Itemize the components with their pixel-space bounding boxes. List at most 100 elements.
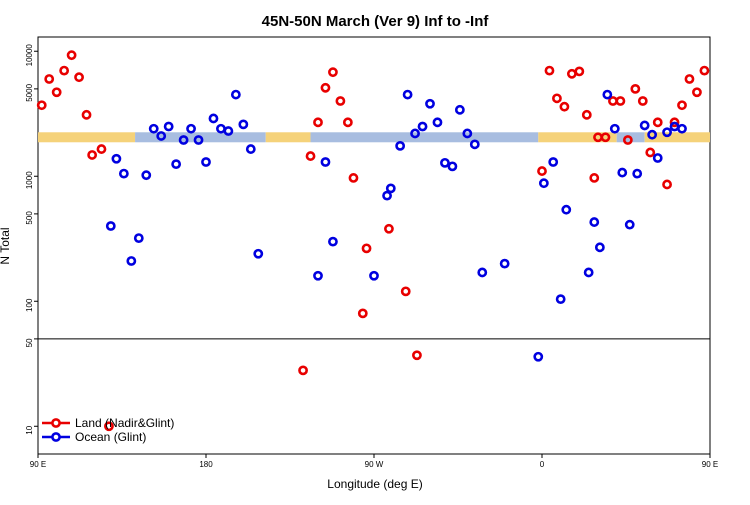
data-point bbox=[647, 129, 658, 140]
x-tick-label: 90 E bbox=[30, 460, 46, 469]
data-point bbox=[342, 117, 353, 128]
data-point bbox=[361, 243, 372, 254]
x-tick-label: 180 bbox=[199, 460, 213, 469]
data-point bbox=[320, 82, 331, 93]
data-point bbox=[320, 157, 331, 167]
data-point bbox=[624, 219, 635, 230]
data-point bbox=[548, 157, 559, 167]
x-axis-ticks: 90 E 180 90 W 0 90 E bbox=[30, 454, 718, 469]
data-point bbox=[335, 96, 346, 106]
data-point bbox=[432, 117, 443, 128]
data-point bbox=[652, 117, 663, 128]
data-point bbox=[216, 123, 226, 134]
data-point bbox=[454, 104, 465, 115]
data-point bbox=[632, 168, 643, 179]
data-point bbox=[692, 87, 702, 98]
data-point bbox=[253, 248, 264, 259]
data-point bbox=[555, 294, 566, 305]
data-point bbox=[639, 120, 650, 131]
data-point bbox=[566, 68, 577, 79]
y-tick-label: 50 bbox=[25, 338, 34, 347]
data-point bbox=[384, 223, 394, 234]
chart-title: 45N-50N March (Ver 9) Inf to -Inf bbox=[262, 13, 490, 30]
data-point bbox=[395, 140, 406, 151]
data-point bbox=[561, 204, 572, 215]
data-point bbox=[574, 66, 585, 77]
data-point bbox=[533, 351, 544, 362]
data-point bbox=[81, 109, 92, 120]
data-point bbox=[369, 270, 379, 281]
data-point bbox=[589, 217, 600, 227]
band-segment-land bbox=[538, 132, 617, 143]
data-point bbox=[583, 267, 594, 278]
data-point bbox=[87, 150, 98, 160]
data-point bbox=[537, 166, 547, 176]
data-points bbox=[36, 50, 710, 432]
data-point bbox=[148, 123, 159, 134]
data-point bbox=[230, 89, 241, 100]
legend: Land (Nadir&Glint)Ocean (Glint) bbox=[42, 416, 174, 444]
data-point bbox=[111, 153, 122, 164]
band-segment-land bbox=[38, 132, 136, 143]
data-point bbox=[677, 100, 687, 111]
data-point bbox=[313, 270, 323, 281]
data-point bbox=[677, 123, 687, 134]
data-point bbox=[126, 256, 137, 266]
data-point bbox=[141, 170, 152, 181]
data-point bbox=[615, 96, 626, 106]
data-point bbox=[44, 74, 55, 84]
data-point bbox=[104, 421, 114, 432]
data-point bbox=[36, 100, 47, 111]
x-axis-label: Longitude (deg E) bbox=[327, 477, 422, 491]
data-point bbox=[348, 173, 359, 183]
data-point bbox=[96, 144, 107, 154]
band-segment-ocean bbox=[310, 132, 539, 143]
series-land bbox=[36, 50, 710, 432]
data-point bbox=[499, 258, 510, 269]
data-point bbox=[544, 65, 555, 76]
data-point bbox=[417, 121, 428, 132]
data-point bbox=[238, 119, 249, 130]
data-point bbox=[662, 179, 672, 190]
band-segment-land bbox=[265, 132, 311, 143]
legend-label: Land (Nadir&Glint) bbox=[75, 416, 174, 430]
y-tick-label: 10 bbox=[25, 425, 34, 434]
data-point bbox=[608, 96, 618, 106]
data-point bbox=[559, 101, 570, 112]
y-axis-label: N Total bbox=[0, 227, 12, 264]
band-segment-land bbox=[644, 132, 710, 143]
data-point bbox=[328, 236, 338, 247]
data-point bbox=[410, 128, 420, 139]
data-point bbox=[313, 117, 323, 128]
data-point bbox=[447, 161, 458, 172]
data-point bbox=[328, 67, 338, 78]
data-point bbox=[477, 267, 488, 278]
data-point bbox=[581, 109, 592, 120]
data-point bbox=[645, 147, 656, 158]
data-point bbox=[600, 132, 611, 143]
data-point bbox=[201, 157, 211, 167]
data-point bbox=[637, 96, 648, 106]
data-point bbox=[617, 167, 628, 178]
legend-swatch-marker bbox=[51, 432, 61, 442]
x-tick-label: 90 E bbox=[702, 460, 718, 469]
data-point bbox=[163, 121, 174, 132]
data-point bbox=[552, 93, 562, 104]
data-point bbox=[245, 144, 256, 154]
data-point bbox=[133, 233, 144, 244]
data-point bbox=[208, 113, 219, 124]
data-point bbox=[105, 221, 116, 231]
data-point bbox=[425, 98, 435, 109]
data-point bbox=[382, 190, 392, 201]
y-axis-ticks: 10 50 100 500 1000 5000 10000 bbox=[25, 44, 38, 435]
data-point bbox=[74, 72, 84, 83]
x-tick-label: 0 bbox=[540, 460, 545, 469]
data-point bbox=[630, 83, 641, 94]
data-point bbox=[662, 127, 672, 138]
data-point bbox=[186, 123, 196, 134]
legend-swatch-marker bbox=[51, 418, 61, 428]
data-point bbox=[538, 178, 549, 189]
series-ocean bbox=[105, 89, 687, 362]
data-point bbox=[469, 139, 480, 150]
